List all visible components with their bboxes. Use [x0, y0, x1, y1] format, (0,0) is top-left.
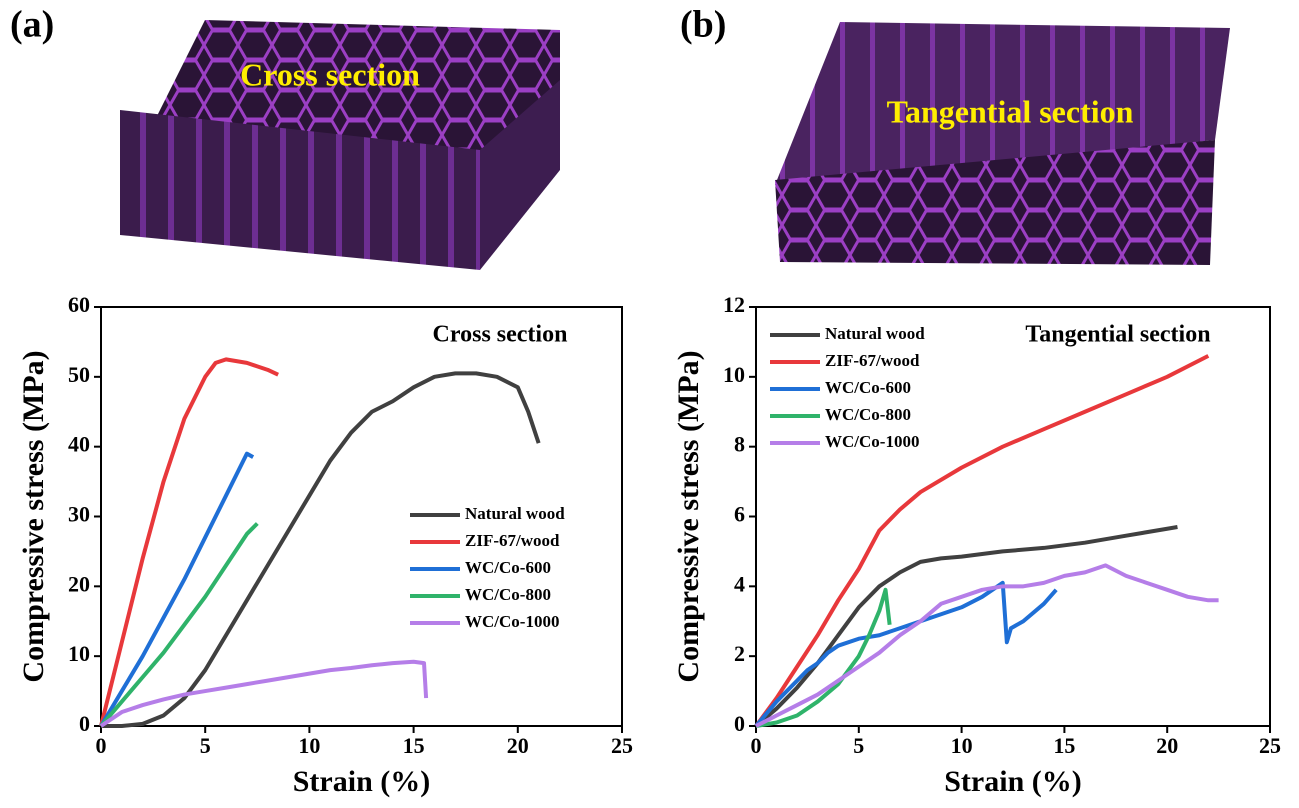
x-tick-label: 25 — [1259, 733, 1281, 758]
x-tick-label: 0 — [96, 733, 107, 758]
x-tick-label: 10 — [951, 733, 973, 758]
series-line — [754, 525, 1178, 728]
legend-label: WC/Co-600 — [825, 378, 911, 397]
series-line — [755, 563, 1219, 728]
series-line — [99, 451, 255, 728]
panel-label: (b) — [680, 4, 726, 46]
y-axis-label: Compressive stress (MPa) — [672, 350, 705, 682]
series-line — [754, 580, 1058, 728]
y-tick-label: 2 — [734, 641, 745, 666]
annotation: Tangential section — [1025, 322, 1210, 348]
legend-label: WC/Co-600 — [465, 558, 551, 577]
image-label: Tangential section — [887, 93, 1134, 129]
y-tick-label: 40 — [68, 432, 90, 457]
panel-label: (a) — [10, 4, 54, 46]
x-tick-label: 15 — [403, 733, 425, 758]
image-cross-section — [120, 20, 560, 270]
y-tick-label: 12 — [723, 292, 745, 317]
image-label: Cross section — [240, 56, 420, 92]
legend-label: WC/Co-800 — [465, 585, 551, 604]
y-tick-label: 30 — [68, 502, 90, 527]
legend-label: Natural wood — [465, 504, 565, 523]
legend-label: Natural wood — [825, 324, 925, 343]
y-tick-label: 10 — [723, 362, 745, 387]
series-line — [99, 357, 279, 727]
y-tick-label: 6 — [734, 502, 745, 527]
series-line — [101, 371, 541, 728]
legend-label: ZIF-67/wood — [825, 351, 920, 370]
series-line — [99, 659, 429, 728]
annotation: Cross section — [433, 322, 568, 348]
y-axis-label: Compressive stress (MPa) — [17, 350, 50, 682]
x-tick-label: 25 — [611, 733, 633, 758]
y-tick-label: 0 — [79, 711, 90, 736]
y-tick-label: 8 — [734, 432, 745, 457]
legend-label: WC/Co-1000 — [465, 612, 559, 631]
x-tick-label: 15 — [1053, 733, 1075, 758]
x-axis-label: Strain (%) — [293, 765, 431, 798]
x-tick-label: 20 — [1156, 733, 1178, 758]
series-line — [99, 522, 259, 728]
legend-label: ZIF-67/wood — [465, 531, 560, 550]
y-tick-label: 20 — [68, 571, 90, 596]
series-line — [755, 587, 892, 728]
legend-label: WC/Co-800 — [825, 405, 911, 424]
series-line — [754, 354, 1210, 728]
y-tick-label: 10 — [68, 641, 90, 666]
y-tick-label: 60 — [68, 292, 90, 317]
x-tick-label: 10 — [298, 733, 320, 758]
x-tick-label: 5 — [853, 733, 864, 758]
y-tick-label: 4 — [734, 571, 745, 596]
legend-label: WC/Co-1000 — [825, 432, 919, 451]
image-tangential-section — [775, 22, 1230, 265]
x-tick-label: 20 — [507, 733, 529, 758]
x-tick-label: 0 — [751, 733, 762, 758]
y-tick-label: 50 — [68, 362, 90, 387]
y-tick-label: 0 — [734, 711, 745, 736]
x-tick-label: 5 — [200, 733, 211, 758]
x-axis-label: Strain (%) — [944, 765, 1082, 798]
